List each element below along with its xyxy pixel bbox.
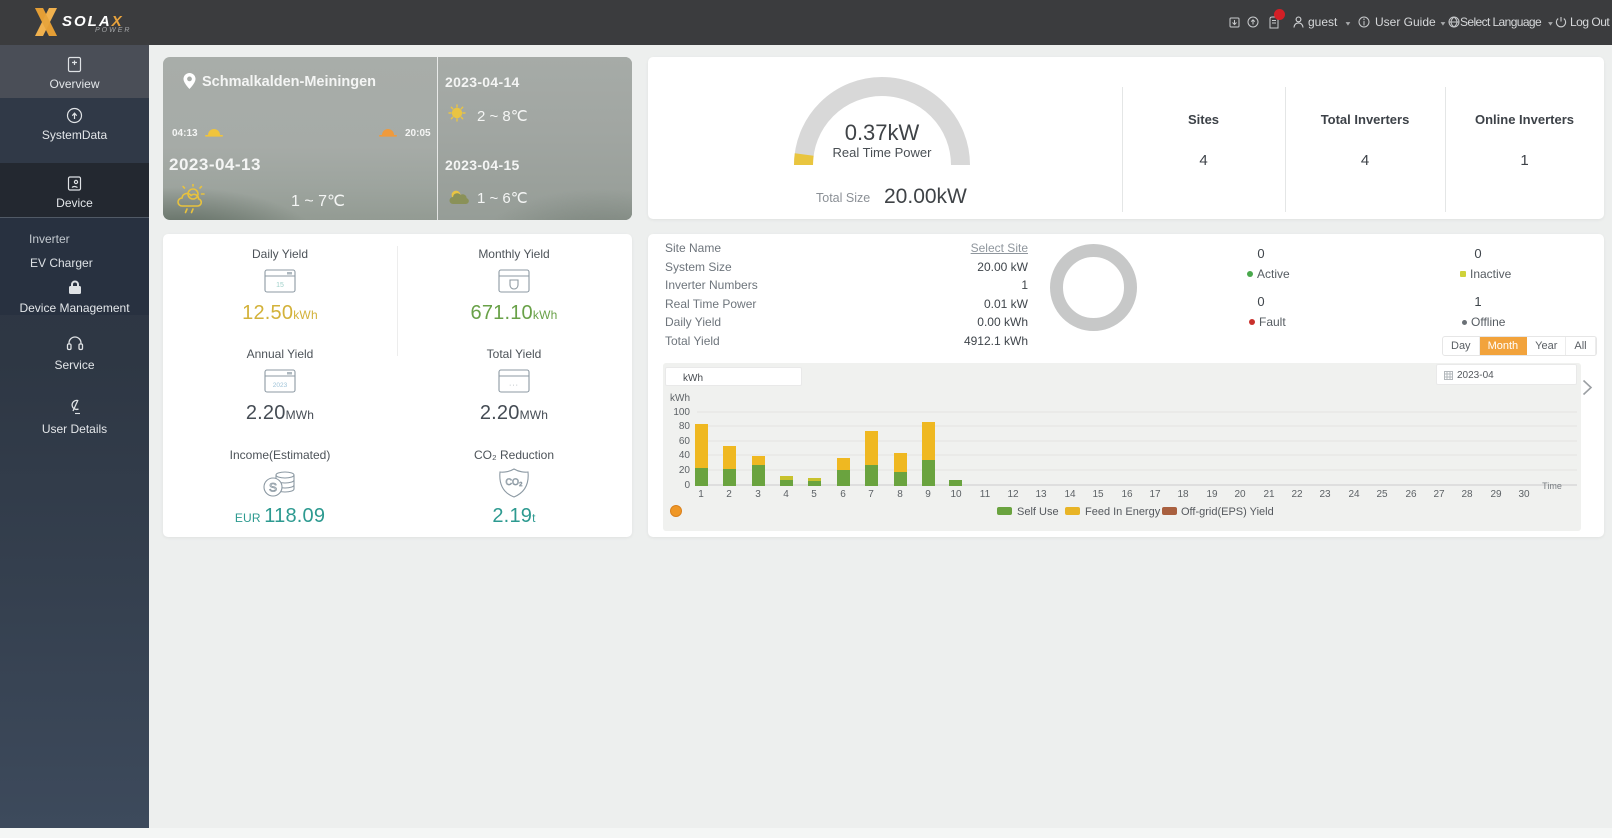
svg-text:Time: Time	[1542, 481, 1562, 491]
svg-text:Feed In Energy: Feed In Energy	[1085, 506, 1161, 518]
svg-text:S: S	[269, 481, 277, 495]
svg-text:14: 14	[1064, 489, 1076, 500]
svg-text:27: 27	[1433, 489, 1445, 500]
svg-text:16: 16	[1121, 489, 1133, 500]
svg-text:30: 30	[1518, 489, 1530, 500]
svg-text:20: 20	[679, 465, 691, 476]
svg-text:Self Use: Self Use	[1017, 506, 1059, 518]
svg-text:2023: 2023	[273, 382, 288, 389]
svg-text:15: 15	[276, 282, 284, 289]
svg-text:80: 80	[679, 421, 691, 432]
svg-text:19: 19	[1206, 489, 1218, 500]
svg-text:21: 21	[1263, 489, 1275, 500]
svg-text:3: 3	[755, 489, 761, 500]
svg-text:22: 22	[1291, 489, 1303, 500]
svg-text:5: 5	[811, 489, 817, 500]
svg-text:18: 18	[1177, 489, 1189, 500]
svg-text:12: 12	[1007, 489, 1019, 500]
svg-text:kWh: kWh	[670, 393, 690, 404]
svg-text:11: 11	[980, 489, 991, 500]
svg-text:20: 20	[1234, 489, 1246, 500]
svg-text:···: ···	[509, 382, 519, 389]
svg-text:10: 10	[950, 489, 962, 500]
svg-text:29: 29	[1490, 489, 1502, 500]
svg-text:1: 1	[698, 489, 704, 500]
svg-text:28: 28	[1461, 489, 1473, 500]
svg-text:60: 60	[679, 436, 691, 447]
svg-text:0: 0	[684, 480, 690, 491]
svg-text:9: 9	[925, 489, 931, 500]
svg-text:Off-grid(EPS) Yield: Off-grid(EPS) Yield	[1181, 506, 1274, 518]
svg-text:25: 25	[1376, 489, 1388, 500]
svg-text:40: 40	[679, 450, 691, 461]
svg-text:23: 23	[1319, 489, 1331, 500]
svg-text:13: 13	[1035, 489, 1047, 500]
svg-text:100: 100	[673, 407, 690, 418]
svg-text:8: 8	[897, 489, 903, 500]
svg-text:CO₂: CO₂	[506, 477, 524, 487]
svg-text:15: 15	[1092, 489, 1104, 500]
svg-text:26: 26	[1405, 489, 1417, 500]
svg-text:2: 2	[726, 489, 732, 500]
svg-text:7: 7	[868, 489, 874, 500]
svg-text:17: 17	[1149, 489, 1161, 500]
svg-text:24: 24	[1348, 489, 1360, 500]
svg-text:4: 4	[783, 489, 789, 500]
svg-text:6: 6	[840, 489, 846, 500]
